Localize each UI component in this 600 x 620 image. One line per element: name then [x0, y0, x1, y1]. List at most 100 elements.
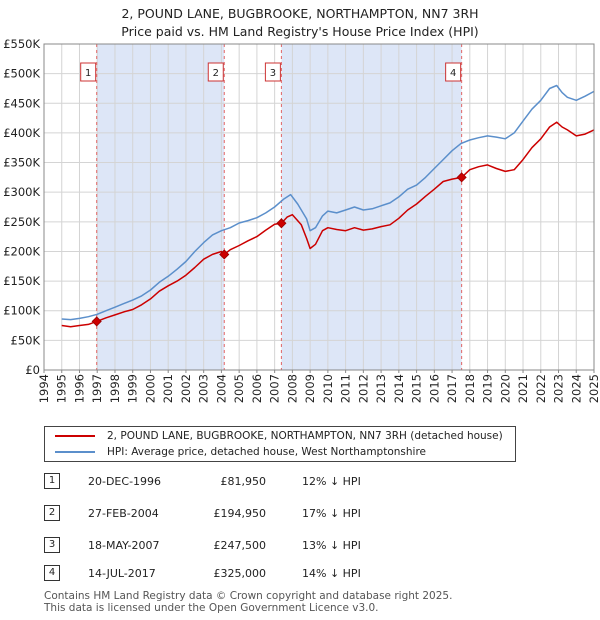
- sale-number-boxes: 1 2 3 4: [80, 62, 462, 82]
- sale-date: 20-DEC-1996: [88, 475, 162, 488]
- y-tick-label: £300K: [3, 185, 40, 199]
- sale-vlines: [96, 44, 463, 370]
- chart-subtitle: Price paid vs. HM Land Registry's House …: [121, 24, 479, 39]
- x-tick-label: 2003: [197, 374, 211, 403]
- x-tick-label: 2015: [410, 374, 424, 403]
- sale-hpi-diff: 17% ↓ HPI: [302, 507, 361, 520]
- plot-frame: [43, 43, 595, 371]
- x-tick-label: 2007: [268, 374, 282, 403]
- sale-number-label: 4: [450, 68, 456, 79]
- x-tick-label: 2022: [534, 374, 548, 403]
- y-tick-label: £50K: [11, 333, 41, 347]
- x-tick-label: 2025: [587, 374, 600, 403]
- x-tick-label: 2020: [498, 374, 512, 403]
- x-tick-label: 2006: [250, 374, 264, 403]
- y-tick-label: £350K: [3, 156, 40, 170]
- x-tick-label: 2017: [445, 374, 459, 403]
- sale-hpi-diff: 14% ↓ HPI: [302, 567, 361, 580]
- sale-number-box-frame: [207, 62, 224, 82]
- y-tick-label: £450K: [3, 96, 40, 110]
- property-price-line: [61, 121, 595, 328]
- hpi-line: [61, 84, 595, 321]
- sale-marker: [276, 218, 287, 229]
- y-tick-label: £250K: [3, 215, 40, 229]
- shaded-periods: [96, 44, 462, 370]
- legend-swatch-property: [55, 435, 95, 437]
- x-tick-label: 2010: [321, 374, 335, 403]
- x-tick-label: 2011: [339, 374, 353, 403]
- y-tick-label: £400K: [3, 126, 40, 140]
- x-tick-label: 2019: [481, 374, 495, 403]
- x-tick-label: 1998: [108, 374, 122, 403]
- y-tick-label: £500K: [3, 67, 40, 81]
- series-lines: [61, 84, 595, 328]
- sale-date: 27-FEB-2004: [88, 507, 159, 520]
- legend-item-property: 2, POUND LANE, BUGBROOKE, NORTHAMPTON, N…: [55, 428, 503, 444]
- legend: 2, POUND LANE, BUGBROOKE, NORTHAMPTON, N…: [44, 426, 516, 462]
- sale-number: 4: [44, 565, 60, 581]
- sale-number: 2: [44, 505, 60, 521]
- x-tick-label: 1997: [90, 374, 104, 403]
- y-tick-label: £150K: [3, 274, 40, 288]
- sale-price: £194,950: [213, 507, 267, 520]
- x-tick-label: 1996: [72, 374, 86, 403]
- sale-number-box: 2: [207, 62, 224, 82]
- sale-hpi-diff: 12% ↓ HPI: [302, 475, 361, 488]
- sale-number: 1: [44, 473, 60, 489]
- shaded-period: [281, 44, 462, 370]
- x-tick-label: 2016: [427, 374, 441, 403]
- sale-number: 3: [44, 537, 60, 553]
- x-tick-label: 2013: [374, 374, 388, 403]
- x-tick-label: 2008: [285, 374, 299, 403]
- x-tick-label: 1995: [55, 374, 69, 403]
- footer: Contains HM Land Registry data © Crown c…: [44, 590, 452, 614]
- sale-number-label: 3: [270, 68, 276, 79]
- sale-date: 14-JUL-2017: [88, 567, 156, 580]
- x-tick-label: 2001: [161, 374, 175, 403]
- sale-row: 2 27-FEB-2004 £194,950 17% ↓ HPI: [44, 502, 424, 526]
- sale-row: 4 14-JUL-2017 £325,000 14% ↓ HPI: [44, 562, 424, 586]
- x-tick-label: 2002: [179, 374, 193, 403]
- x-tick-label: 2021: [516, 374, 530, 403]
- legend-label-hpi: HPI: Average price, detached house, West…: [107, 446, 426, 458]
- sale-number-box-frame: [80, 62, 97, 82]
- sale-date: 18-MAY-2007: [88, 539, 160, 552]
- x-tick-label: 2012: [356, 374, 370, 403]
- x-tick-label: 1999: [126, 374, 140, 403]
- x-tick-label: 2000: [143, 374, 157, 403]
- sale-marker: [91, 316, 102, 327]
- sale-price: £247,500: [213, 539, 267, 552]
- sale-number-label: 2: [213, 68, 219, 79]
- sale-number-box-frame: [264, 62, 281, 82]
- axes: £0 £50K £100K £150K £200K £250K £300K £350K £400…: [3, 37, 600, 403]
- sale-hpi-diff: 13% ↓ HPI: [302, 539, 361, 552]
- sale-number-box: 1: [80, 62, 97, 82]
- x-tick-label: 2005: [232, 374, 246, 403]
- sale-number-label: 1: [85, 68, 91, 79]
- x-tick-label: 2023: [552, 374, 566, 403]
- x-tick-label: 1994: [37, 374, 51, 403]
- sale-row: 1 20-DEC-1996 £81,950 12% ↓ HPI: [44, 470, 424, 494]
- sale-price: £81,950: [220, 475, 267, 488]
- sale-row: 3 18-MAY-2007 £247,500 13% ↓ HPI: [44, 534, 424, 558]
- price-chart: 1 2 3 4 £0 £50K £100K £150K £200K £250K £300K £350…: [3, 37, 600, 403]
- sale-number-box: 4: [445, 62, 462, 82]
- sale-markers: [91, 172, 467, 327]
- sale-marker: [219, 249, 230, 260]
- legend-swatch-hpi: [55, 451, 95, 453]
- sale-price: £325,000: [213, 567, 267, 580]
- sale-number-box: 3: [264, 62, 281, 82]
- footer-licence: This data is licensed under the Open Gov…: [44, 602, 379, 614]
- x-tick-label: 2014: [392, 374, 406, 403]
- chart-title: 2, POUND LANE, BUGBROOKE, NORTHAMPTON, N…: [121, 6, 479, 21]
- x-tick-label: 2018: [463, 374, 477, 403]
- y-tick-label: £0: [25, 363, 40, 377]
- footer-copyright: Contains HM Land Registry data © Crown c…: [44, 590, 453, 602]
- x-tick-label: 2024: [569, 374, 583, 403]
- y-tick-label: £200K: [3, 244, 40, 258]
- shaded-period: [96, 44, 225, 370]
- y-tick-label: £100K: [3, 304, 40, 318]
- y-tick-label: £550K: [3, 37, 40, 51]
- x-tick-label: 2004: [214, 374, 228, 403]
- legend-item-hpi: HPI: Average price, detached house, West…: [55, 444, 426, 460]
